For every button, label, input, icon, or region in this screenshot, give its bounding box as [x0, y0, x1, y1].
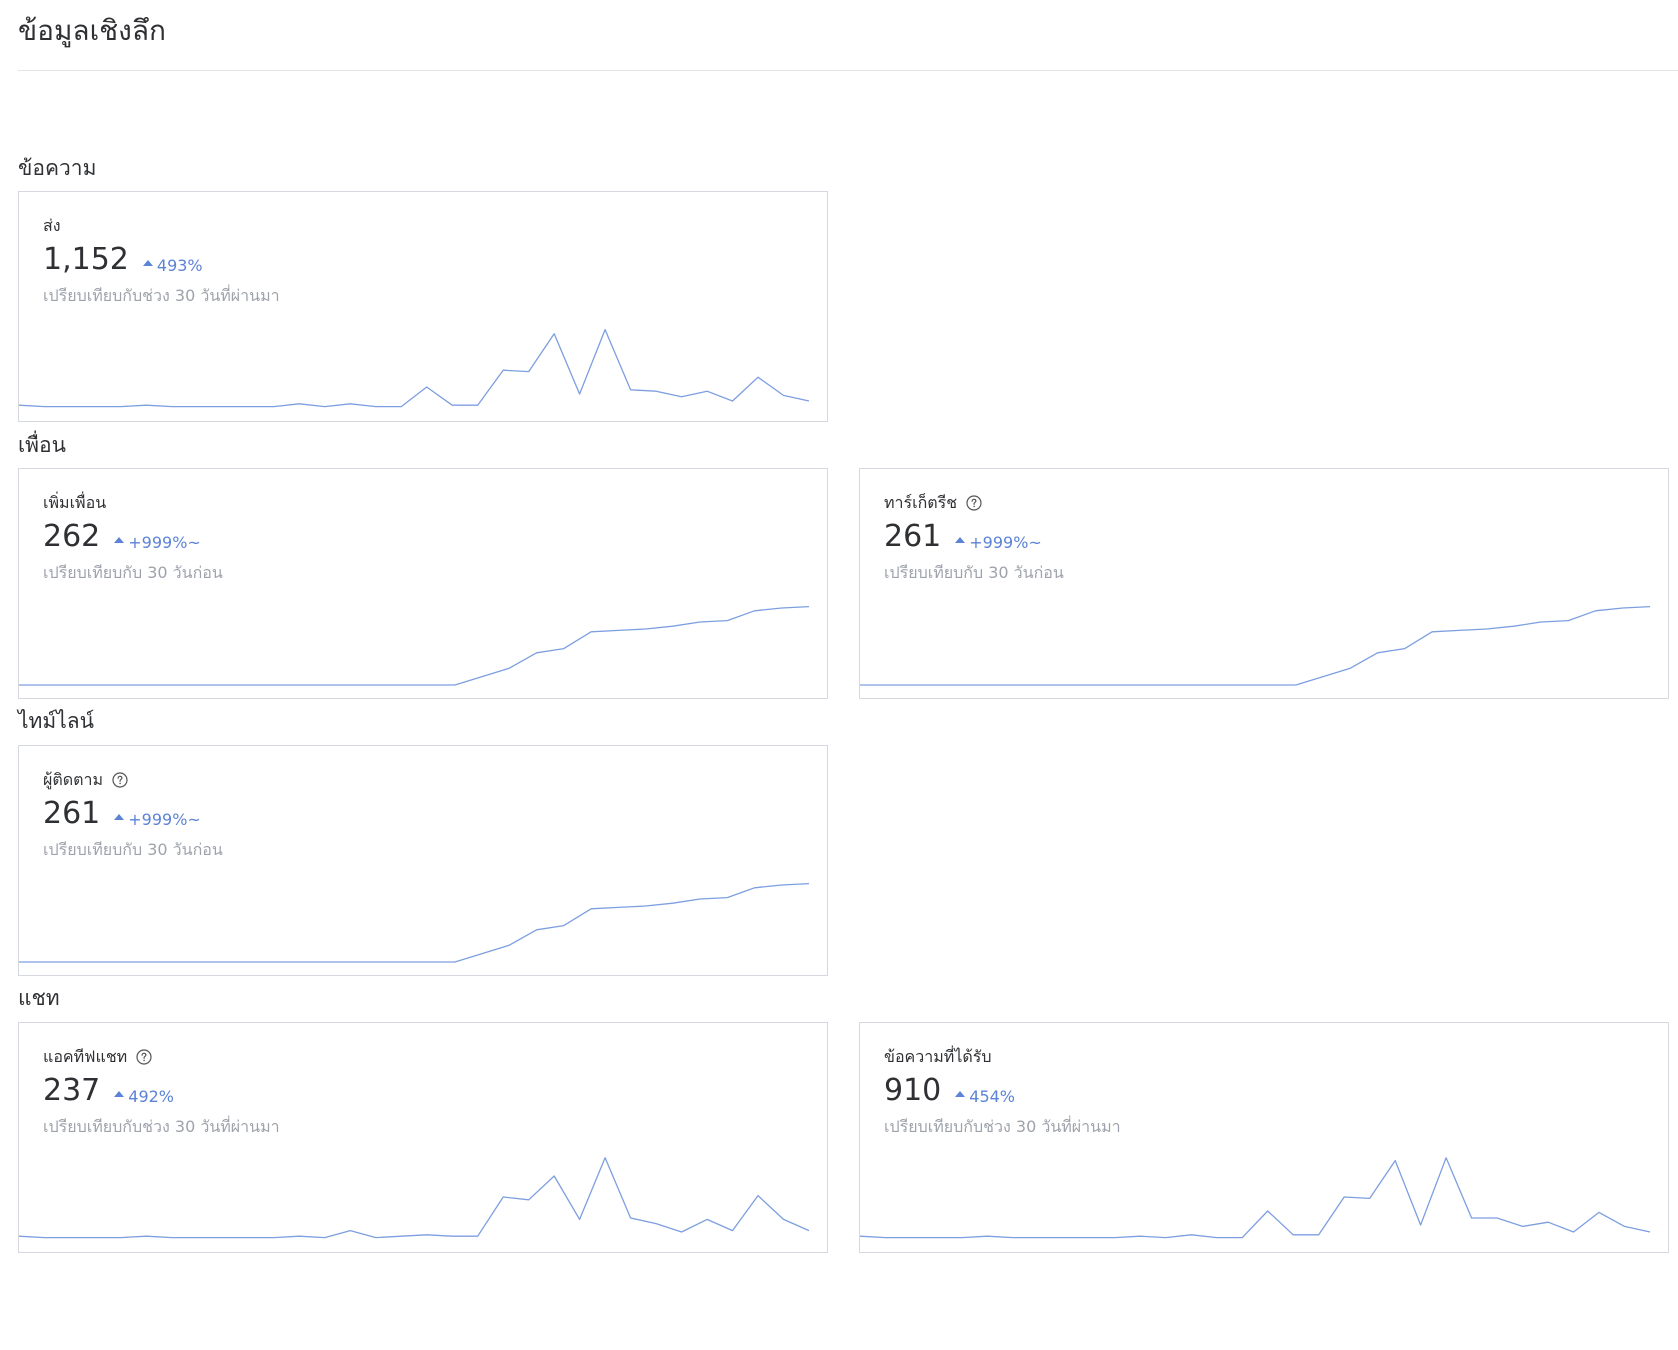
metric-row: 262 +999%~: [43, 522, 201, 552]
card-label-text: เพิ่มเพื่อน: [43, 493, 107, 512]
sparkline-chart: [19, 1157, 810, 1239]
card-active-chats[interactable]: แอคทีฟแชท 237 492% เปรียบเทียบกับช่วง 30…: [18, 1022, 828, 1253]
section-title-friends: เพื่อน: [18, 433, 66, 457]
card-label: ทาร์เก็ตรีช: [884, 495, 982, 511]
comparison-text: เปรียบเทียบกับ 30 วันก่อน: [884, 563, 1064, 582]
card-friends-added[interactable]: เพิ่มเพื่อน 262 +999%~ เปรียบเทียบกับ 30…: [18, 468, 828, 699]
section-title-messages: ข้อความ: [18, 156, 97, 180]
triangle-up-icon: [114, 537, 125, 543]
card-messages-sent[interactable]: ส่ง 1,152 493% เปรียบเทียบกับช่วง 30 วัน…: [18, 191, 828, 422]
triangle-up-icon: [114, 1091, 125, 1097]
card-label: ส่ง: [43, 218, 61, 234]
metric-change-text: +999%~: [969, 533, 1042, 552]
card-target-reach[interactable]: ทาร์เก็ตรีช 261 +999%~ เปรียบเทียบกับ 30…: [859, 468, 1669, 699]
metric-row: 1,152 493%: [43, 245, 203, 275]
metric-change: 454%: [955, 1089, 1015, 1105]
sparkline-series-line: [19, 1157, 810, 1239]
metric-value: 261: [43, 796, 101, 831]
metric-value: 910: [884, 1073, 942, 1108]
metric-change: +999%~: [114, 812, 201, 828]
triangle-up-icon: [955, 1091, 966, 1097]
metric-change-text: +999%~: [128, 810, 201, 829]
card-label: ข้อความที่ได้รับ: [884, 1049, 992, 1065]
sparkline-series-line: [860, 1157, 1651, 1239]
sparkline-chart: [19, 882, 810, 963]
section-title-chat: แชท: [18, 986, 60, 1010]
page-title: ข้อมูลเชิงลึก: [18, 14, 166, 47]
triangle-up-icon: [142, 260, 153, 266]
title-divider: [18, 70, 1678, 71]
metric-row: 910 454%: [884, 1076, 1015, 1106]
metric-change-text: +999%~: [128, 533, 201, 552]
comparison-text: เปรียบเทียบกับช่วง 30 วันที่ผ่านมา: [884, 1117, 1121, 1136]
card-label: แอคทีฟแชท: [43, 1049, 152, 1065]
comparison-text: เปรียบเทียบกับช่วง 30 วันที่ผ่านมา: [43, 286, 280, 305]
metric-change: +999%~: [114, 535, 201, 551]
metric-change-text: 493%: [156, 256, 203, 275]
sparkline-chart: [860, 1157, 1651, 1239]
card-received-messages[interactable]: ข้อความที่ได้รับ 910 454% เปรียบเทียบกับ…: [859, 1022, 1669, 1253]
section-title-timeline: ไทม์ไลน์: [18, 709, 95, 733]
help-icon[interactable]: [966, 495, 982, 511]
card-label: ผู้ติดตาม: [43, 772, 128, 788]
triangle-up-icon: [955, 537, 966, 543]
metric-value: 261: [884, 519, 942, 554]
metric-row: 237 492%: [43, 1076, 174, 1106]
comparison-text: เปรียบเทียบกับ 30 วันก่อน: [43, 563, 223, 582]
card-label-text: ทาร์เก็ตรีช: [884, 493, 958, 512]
help-icon[interactable]: [112, 772, 128, 788]
metric-value: 237: [43, 1073, 101, 1108]
card-timeline-followers[interactable]: ผู้ติดตาม 261 +999%~ เปรียบเทียบกับ 30 ว…: [18, 745, 828, 976]
comparison-text: เปรียบเทียบกับช่วง 30 วันที่ผ่านมา: [43, 1117, 280, 1136]
sparkline-chart: [19, 328, 810, 408]
card-label-text: ข้อความที่ได้รับ: [884, 1047, 992, 1066]
card-label-text: ผู้ติดตาม: [43, 770, 104, 789]
sparkline-series-line: [19, 328, 810, 408]
metric-change-text: 492%: [128, 1087, 175, 1106]
metric-change: 493%: [142, 256, 203, 275]
metric-row: 261 +999%~: [43, 799, 201, 829]
metric-change: 492%: [114, 1089, 174, 1105]
metric-value: 262: [43, 519, 101, 554]
metric-value: 1,152: [43, 242, 129, 277]
card-label: เพิ่มเพื่อน: [43, 495, 106, 511]
sparkline-series-line: [19, 882, 810, 963]
card-label-text: ส่ง: [43, 216, 61, 235]
triangle-up-icon: [114, 814, 125, 820]
comparison-text: เปรียบเทียบกับ 30 วันก่อน: [43, 840, 223, 859]
metric-row: 261 +999%~: [884, 522, 1042, 552]
metric-change: +999%~: [955, 535, 1042, 551]
sparkline-series-line: [860, 605, 1651, 686]
sparkline-chart: [860, 605, 1651, 686]
help-icon[interactable]: [136, 1049, 152, 1065]
sparkline-series-line: [19, 605, 810, 686]
sparkline-chart: [19, 605, 810, 686]
metric-change-text: 454%: [969, 1087, 1016, 1106]
card-label-text: แอคทีฟแชท: [43, 1047, 128, 1066]
